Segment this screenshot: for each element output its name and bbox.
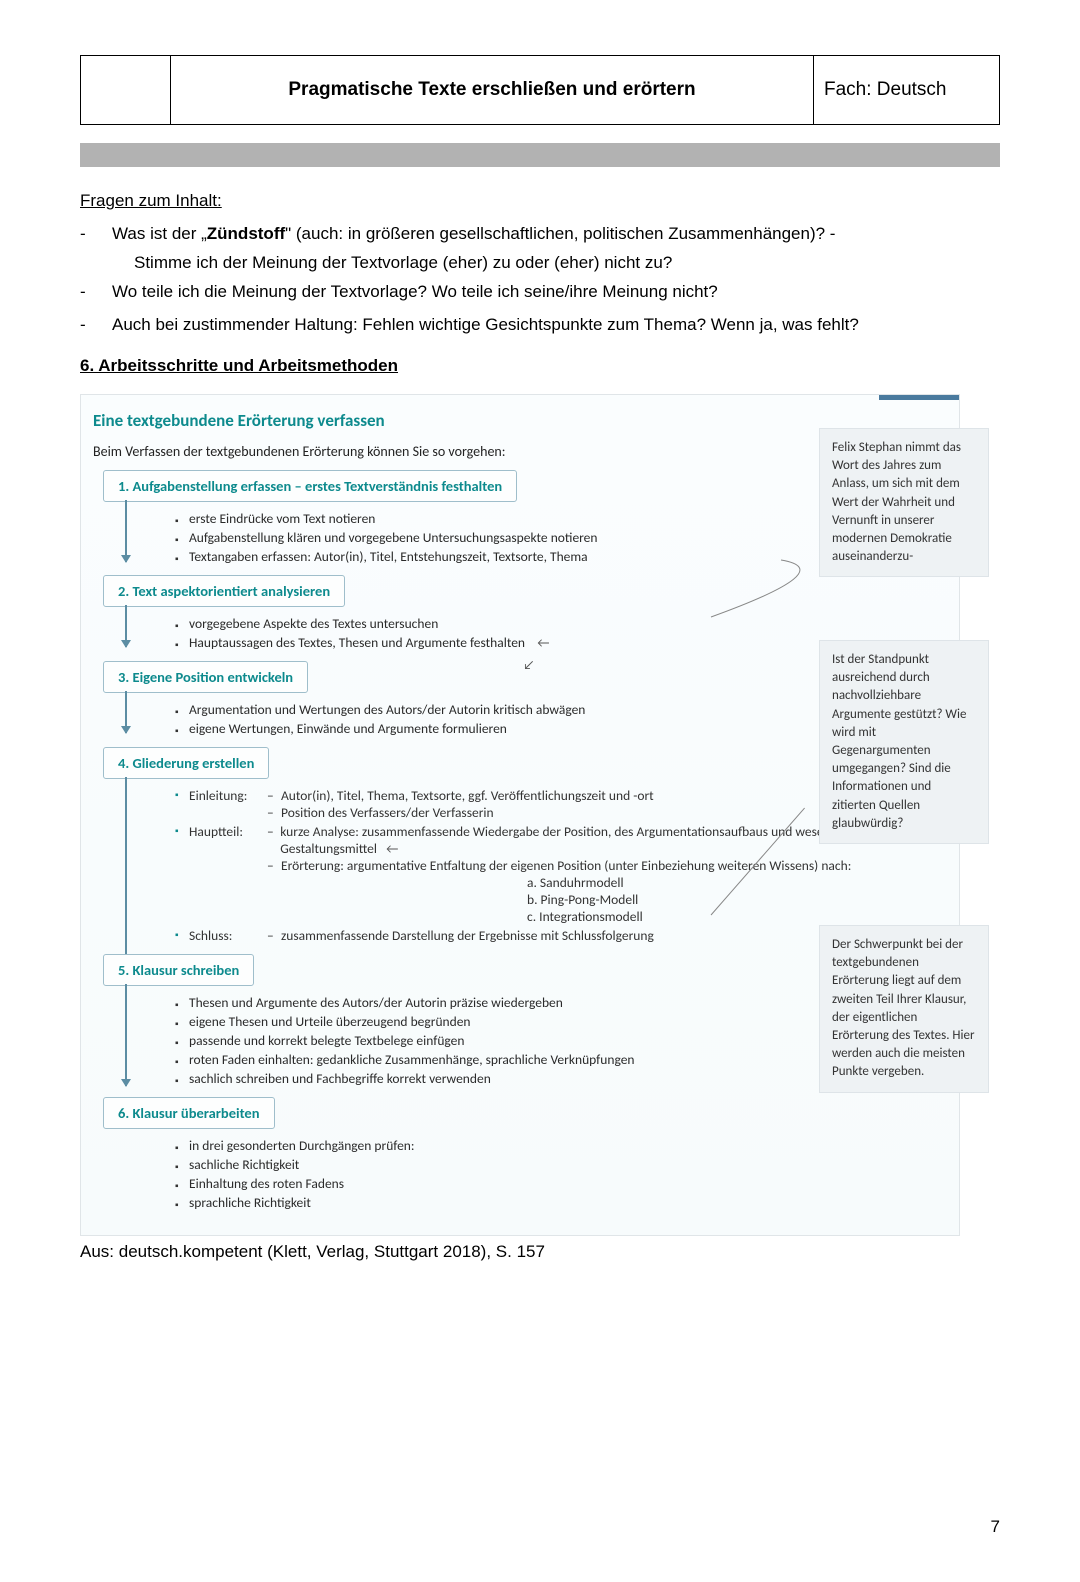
flow-arrow-icon bbox=[125, 984, 127, 1086]
sidenote-2: Ist der Standpunkt ausreichend durch nac… bbox=[819, 640, 989, 844]
step6-bullets: in drei gesonderten Durchgängen prüfen: … bbox=[175, 1137, 947, 1211]
flow-arrow-icon bbox=[125, 691, 127, 733]
subject-label: Fach: Deutsch bbox=[824, 79, 947, 101]
step4-box: 4. Gliederung erstellen bbox=[103, 747, 269, 779]
q2: Wo teile ich die Meinung der Textvorlage… bbox=[112, 279, 718, 305]
arrowhead-icon: ↙ bbox=[523, 658, 534, 673]
source-citation: Aus: deutsch.kompetent (Klett, Verlag, S… bbox=[80, 1242, 1000, 1262]
question-list: - Was ist der „Zündstoff" (auch: in größ… bbox=[80, 221, 1000, 338]
q3: Auch bei zustimmender Haltung: Fehlen wi… bbox=[112, 312, 859, 338]
step6-box: 6. Klausur überarbeiten bbox=[103, 1097, 275, 1129]
header-cell-empty bbox=[81, 56, 171, 124]
page-number: 7 bbox=[991, 1517, 1000, 1537]
sidenote-3: Der Schwerpunkt bei der textgebundenen E… bbox=[819, 925, 989, 1093]
step3-box: 3. Eigene Position entwickeln bbox=[103, 661, 308, 693]
step5-box: 5. Klausur schreiben bbox=[103, 954, 254, 986]
flow-arrow-icon bbox=[125, 777, 127, 962]
q1-after: " (auch: in größeren gesellschaftlichen,… bbox=[285, 224, 835, 243]
intro-heading: Fragen zum Inhalt: bbox=[80, 191, 1000, 211]
intro-section: Fragen zum Inhalt: - Was ist der „Zündst… bbox=[80, 191, 1000, 338]
header-cell-subject: Fach: Deutsch bbox=[814, 56, 999, 124]
gray-bar bbox=[80, 143, 1000, 167]
step2-box: 2. Text aspektorientiert analysieren bbox=[103, 575, 345, 607]
question-item: - Was ist der „Zündstoff" (auch: in größ… bbox=[80, 221, 1000, 247]
page-title: Pragmatische Texte erschließen und erört… bbox=[288, 79, 695, 101]
q1-pre: Was ist der „ bbox=[112, 224, 207, 243]
q1-bold: Zündstoff bbox=[207, 224, 285, 243]
diagram-wrap: Eine textgebundene Erörterung verfassen … bbox=[80, 394, 1000, 1236]
textbook-panel: Eine textgebundene Erörterung verfassen … bbox=[80, 394, 960, 1236]
question-item: - Wo teile ich die Meinung der Textvorla… bbox=[80, 279, 1000, 305]
page: Pragmatische Texte erschließen und erört… bbox=[0, 55, 1080, 1262]
section-heading: 6. Arbeitsschritte und Arbeitsmethoden bbox=[80, 356, 1000, 376]
header-cell-title: Pragmatische Texte erschließen und erört… bbox=[171, 56, 814, 124]
question-item: - Auch bei zustimmender Haltung: Fehlen … bbox=[80, 312, 1000, 338]
flow-arrow-icon bbox=[125, 605, 127, 647]
q1-subline: Stimme ich der Meinung der Textvorlage (… bbox=[134, 253, 1000, 273]
sidenote-1: Felix Stephan nimmt das Wort des Jahres … bbox=[819, 428, 989, 577]
flow-arrow-icon bbox=[125, 500, 127, 562]
accent-bar-icon bbox=[879, 395, 959, 400]
step1-box: 1. Aufgabenstellung erfassen – erstes Te… bbox=[103, 470, 517, 502]
header-box: Pragmatische Texte erschließen und erört… bbox=[80, 55, 1000, 125]
